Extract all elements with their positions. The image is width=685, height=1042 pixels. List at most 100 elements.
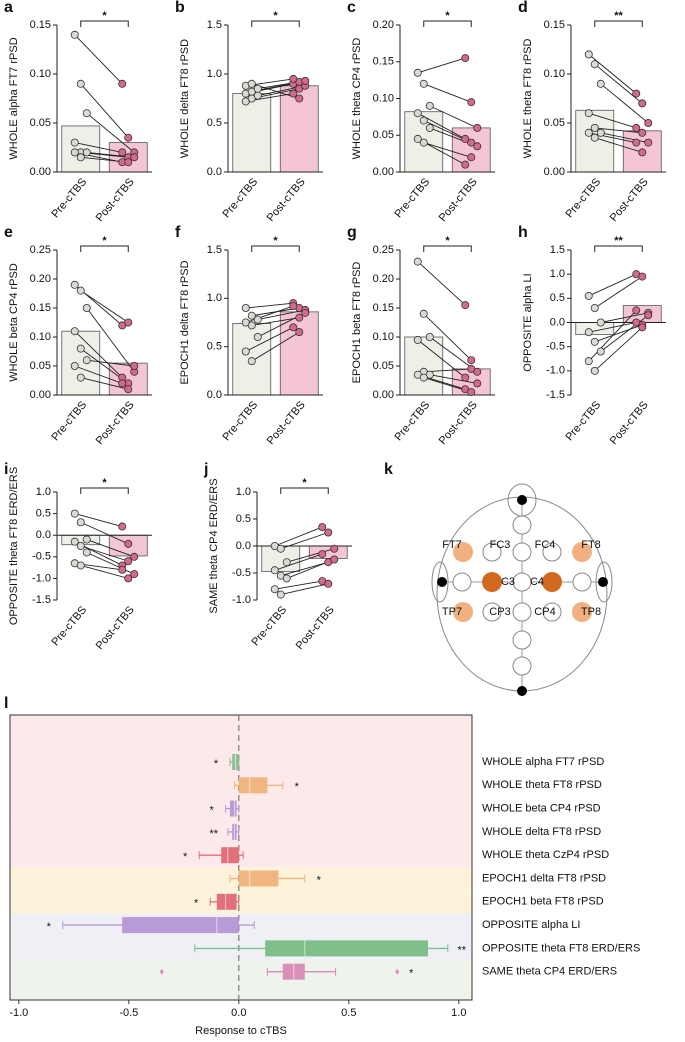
pair-line — [588, 310, 637, 362]
data-point — [644, 119, 653, 128]
y-tick-label: 0.0 — [550, 316, 565, 328]
x-tick-label: Pre-cTBS — [49, 399, 89, 443]
category-label: WHOLE theta CzP4 rPSD — [482, 849, 609, 861]
x-tick-label: Post-cTBS — [437, 176, 480, 224]
data-point — [253, 315, 262, 324]
pair-line — [417, 261, 466, 306]
data-point — [76, 518, 85, 527]
electrode — [512, 602, 532, 622]
panel-label: g — [347, 224, 357, 241]
pair-line — [286, 548, 335, 563]
pair-line — [594, 276, 643, 309]
electrode — [453, 542, 473, 562]
data-point — [289, 323, 298, 332]
data-point — [130, 570, 139, 579]
electrode-label: TP7 — [442, 606, 462, 618]
data-point — [301, 308, 310, 317]
pair-line — [423, 83, 472, 103]
y-tick-label: 0.0 — [236, 540, 251, 552]
data-point — [324, 528, 333, 537]
y-tick-label: 0.20 — [30, 273, 51, 285]
y-tick-label: 0.0 — [207, 166, 222, 178]
pair-line — [74, 142, 123, 153]
data-point — [330, 555, 339, 564]
y-tick-label: 0.10 — [544, 68, 565, 80]
y-axis-label: OPPOSITE alpha LI — [522, 273, 534, 371]
category-label: OPPOSITE alpha LI — [482, 919, 580, 931]
panel-label: a — [4, 0, 13, 16]
data-point — [632, 89, 641, 98]
data-point — [419, 138, 428, 147]
data-point — [584, 128, 593, 137]
data-point — [124, 557, 133, 566]
electrode — [572, 572, 592, 592]
x-tick-label: 0.5 — [341, 1007, 356, 1019]
data-point — [425, 101, 434, 110]
y-tick-label: -0.5 — [546, 341, 565, 353]
data-point — [590, 133, 599, 142]
category-label: EPOCH1 delta FT8 rPSD — [482, 872, 606, 884]
significance: * — [102, 10, 107, 22]
data-point — [413, 68, 422, 77]
data-point — [632, 306, 641, 315]
data-point — [76, 561, 85, 570]
data-point — [461, 54, 470, 63]
data-point — [124, 574, 133, 583]
category-label: WHOLE alpha FT7 rPSD — [482, 756, 604, 768]
data-point — [596, 128, 605, 137]
data-point — [596, 79, 605, 88]
bar — [61, 330, 101, 396]
panel-label: h — [518, 224, 528, 241]
data-point — [124, 385, 133, 394]
x-tick-label: Post-cTBS — [94, 399, 137, 447]
x-tick-label: Post-cTBS — [437, 399, 480, 447]
data-point — [82, 109, 91, 118]
significance: ** — [614, 10, 623, 22]
category-label: WHOLE beta CP4 rPSD — [482, 803, 601, 815]
y-tick-label: -1.0 — [32, 572, 51, 584]
panel-label: k — [384, 461, 393, 478]
electrode — [512, 515, 532, 535]
y-tick-label: 0.15 — [373, 302, 394, 314]
pair-line — [251, 317, 300, 326]
y-tick-label: 0.05 — [30, 117, 51, 129]
data-point — [467, 153, 476, 162]
data-point — [82, 303, 91, 312]
y-tick-label: 1.0 — [207, 292, 222, 304]
data-point — [644, 311, 653, 320]
significance-bracket — [251, 245, 300, 252]
data-point — [282, 558, 291, 567]
y-tick-label: 0.10 — [30, 68, 51, 80]
x-tick-label: Post-cTBS — [94, 604, 137, 652]
pair-line — [74, 365, 123, 384]
significance-bracket — [80, 20, 129, 27]
y-tick-label: 0.10 — [30, 331, 51, 343]
data-point — [76, 542, 85, 551]
pair-line — [280, 532, 329, 550]
y-tick-label: 0.15 — [30, 19, 51, 31]
row-band — [10, 890, 472, 914]
y-tick-label: -1.0 — [232, 594, 251, 606]
data-point — [301, 76, 310, 85]
data-point — [70, 30, 79, 39]
electrode — [542, 542, 562, 562]
data-point — [270, 585, 279, 594]
data-point — [130, 552, 139, 561]
electrode — [512, 572, 532, 592]
significance: * — [445, 235, 450, 247]
data-point — [638, 323, 647, 332]
data-point — [596, 347, 605, 356]
electrode-label: FT8 — [581, 539, 601, 551]
panel-label: c — [347, 0, 356, 16]
y-tick-label: 1.0 — [550, 268, 565, 280]
electrode — [512, 630, 532, 650]
y-tick-label: 0.5 — [236, 513, 251, 525]
electrode — [512, 542, 532, 562]
data-point — [76, 153, 85, 162]
pair-line — [588, 112, 637, 129]
data-point — [247, 321, 256, 330]
data-point — [124, 158, 133, 167]
significance: * — [273, 10, 278, 22]
significance: * — [409, 968, 414, 980]
